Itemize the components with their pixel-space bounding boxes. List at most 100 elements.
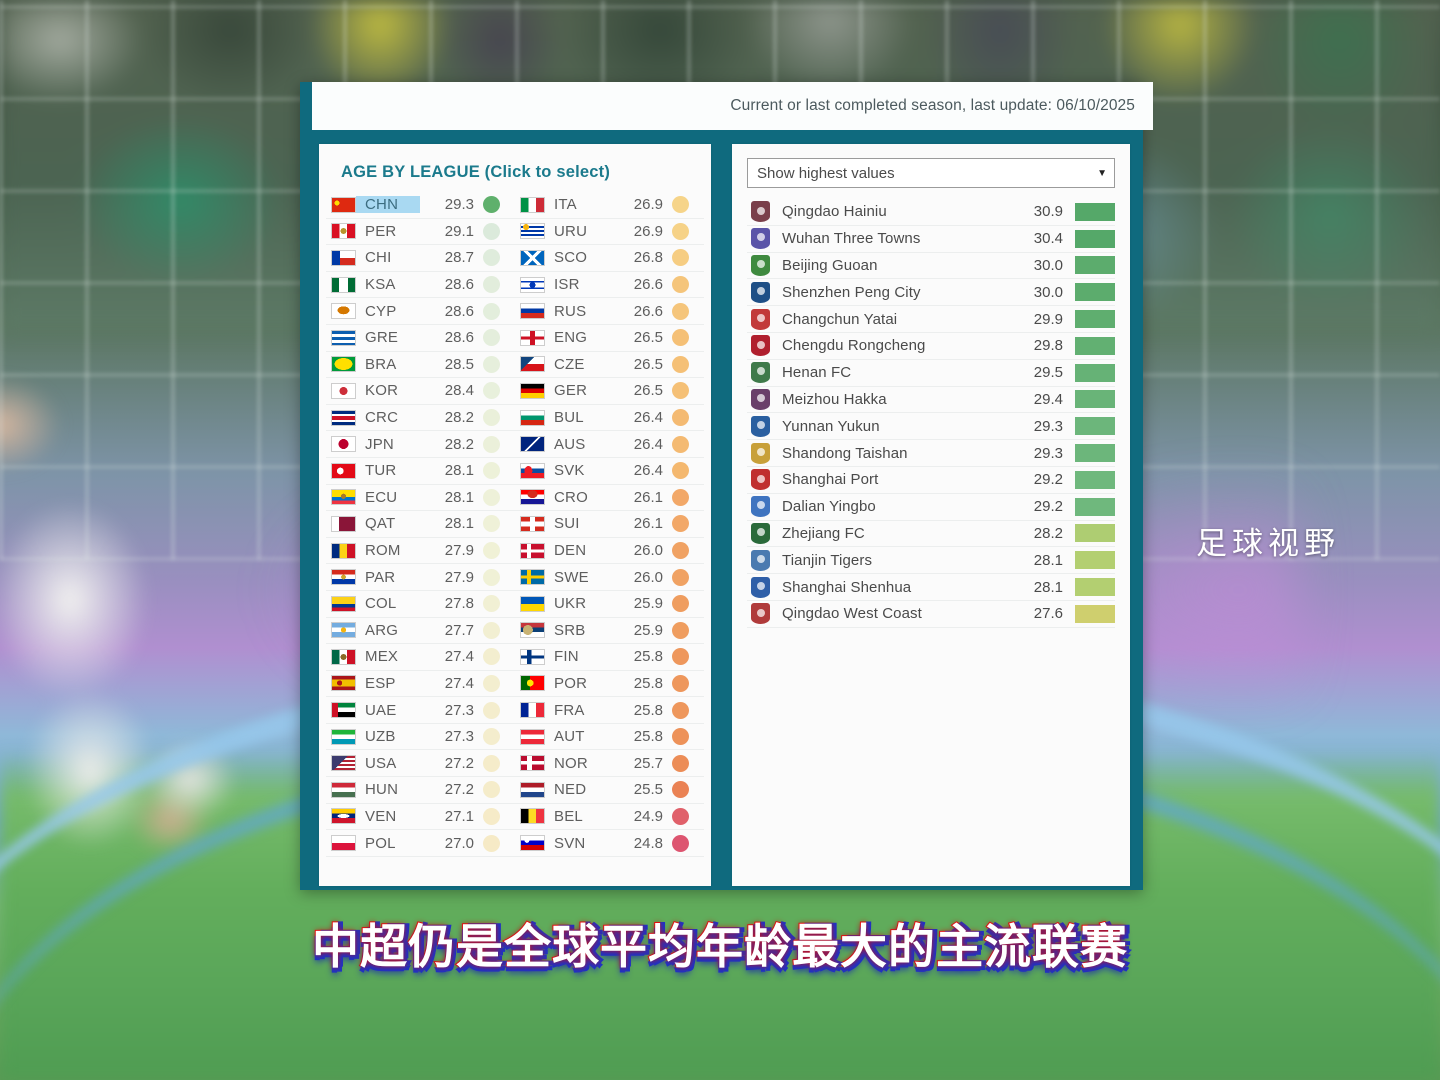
league-row[interactable]: NED 25.5 <box>515 777 704 804</box>
flag-icon <box>331 489 356 506</box>
age-indicator-dot <box>483 515 500 533</box>
club-crest-icon <box>751 335 770 357</box>
league-row[interactable]: GER 26.5 <box>515 378 704 405</box>
league-row[interactable]: BRA 28.5 <box>326 352 515 379</box>
club-row[interactable]: Tianjin Tigers 28.1 <box>747 547 1115 575</box>
league-code: NOR <box>554 754 588 772</box>
league-row[interactable]: KOR 28.4 <box>326 378 515 405</box>
club-row[interactable]: Zhejiang FC 28.2 <box>747 521 1115 548</box>
league-row[interactable]: BUL 26.4 <box>515 405 704 432</box>
age-indicator-dot <box>483 834 500 852</box>
age-indicator-dot <box>483 648 500 666</box>
league-row[interactable]: CRO 26.1 <box>515 485 704 512</box>
league-row[interactable]: KSA 28.6 <box>326 272 515 299</box>
league-row[interactable]: CZE 26.5 <box>515 352 704 379</box>
league-code: RUS <box>554 302 587 320</box>
league-code: BRA <box>365 355 397 373</box>
league-row[interactable]: SRB 25.9 <box>515 618 704 645</box>
league-row[interactable]: JPN 28.2 <box>326 431 515 458</box>
club-row[interactable]: Qingdao West Coast 27.6 <box>747 601 1115 628</box>
league-row[interactable]: USA 27.2 <box>326 750 515 778</box>
league-row[interactable]: FIN 25.8 <box>515 644 704 671</box>
flag-icon <box>331 808 356 825</box>
league-row[interactable]: ITA 26.9 <box>515 192 704 219</box>
league-row[interactable]: COL 27.8 <box>326 591 515 618</box>
league-row[interactable]: ISR 26.6 <box>515 272 704 299</box>
flag-icon <box>520 702 545 719</box>
club-row[interactable]: Shenzhen Peng City 30.0 <box>747 279 1115 307</box>
league-row[interactable]: CYP 28.6 <box>326 298 515 325</box>
league-row[interactable]: RUS 26.6 <box>515 298 704 325</box>
flag-icon <box>331 356 356 373</box>
flag-icon <box>520 595 545 612</box>
league-row[interactable]: CRC 28.2 <box>326 405 515 432</box>
league-age-value: 26.9 <box>633 222 663 240</box>
flag-icon <box>520 569 545 586</box>
club-name: Shanghai Port <box>782 471 879 489</box>
club-age-value: 30.9 <box>1033 203 1063 221</box>
league-row[interactable]: ESP 27.4 <box>326 671 515 698</box>
league-row[interactable]: SUI 26.1 <box>515 511 704 538</box>
club-age-value: 29.2 <box>1033 498 1063 516</box>
league-row[interactable]: PAR 27.9 <box>326 564 515 591</box>
club-age-value: 28.1 <box>1033 578 1063 596</box>
league-row[interactable]: POL 27.0 <box>326 830 515 857</box>
club-row[interactable]: Shanghai Port 29.2 <box>747 467 1115 494</box>
league-row[interactable]: CHN 29.3 <box>326 192 515 219</box>
club-row[interactable]: Dalian Yingbo 29.2 <box>747 494 1115 521</box>
sort-order-select[interactable]: Show highest values ▼ <box>747 158 1115 188</box>
club-row[interactable]: Wuhan Three Towns 30.4 <box>747 226 1115 253</box>
club-row[interactable]: Chengdu Rongcheng 29.8 <box>747 333 1115 360</box>
league-row[interactable]: DEN 26.0 <box>515 538 704 565</box>
league-row[interactable]: VEN 27.1 <box>326 804 515 831</box>
club-age-value: 28.1 <box>1033 551 1063 569</box>
club-age-bar <box>1075 551 1115 570</box>
league-age-value: 27.4 <box>444 648 474 666</box>
flag-icon <box>331 249 356 266</box>
league-age-value: 24.9 <box>633 807 663 825</box>
club-age-value: 30.4 <box>1033 230 1063 248</box>
league-row[interactable]: POR 25.8 <box>515 671 704 698</box>
league-row[interactable]: ROM 27.9 <box>326 538 515 565</box>
club-row[interactable]: Qingdao Hainiu 30.9 <box>747 199 1115 226</box>
league-row[interactable]: AUS 26.4 <box>515 431 704 458</box>
league-row[interactable]: ARG 27.7 <box>326 618 515 645</box>
league-age-value: 28.1 <box>444 462 474 480</box>
club-crest-icon <box>751 469 770 491</box>
league-row[interactable]: SVK 26.4 <box>515 458 704 485</box>
club-row[interactable]: Henan FC 29.5 <box>747 360 1115 387</box>
club-row[interactable]: Beijing Guoan 30.0 <box>747 253 1115 280</box>
league-row[interactable]: SWE 26.0 <box>515 564 704 591</box>
league-row[interactable]: GRE 28.6 <box>326 325 515 352</box>
league-row[interactable]: AUT 25.8 <box>515 724 704 751</box>
club-row[interactable]: Yunnan Yukun 29.3 <box>747 413 1115 441</box>
league-age-value: 25.8 <box>633 728 663 746</box>
league-row[interactable]: UZB 27.3 <box>326 724 515 751</box>
league-row[interactable]: UKR 25.9 <box>515 591 704 618</box>
league-row[interactable]: HUN 27.2 <box>326 777 515 804</box>
league-row[interactable]: FRA 25.8 <box>515 697 704 724</box>
league-age-value: 28.2 <box>444 409 474 427</box>
league-code: SVK <box>554 462 585 480</box>
league-age-value: 26.5 <box>633 355 663 373</box>
flag-icon <box>331 382 356 399</box>
league-row[interactable]: NOR 25.7 <box>515 750 704 778</box>
club-row[interactable]: Shandong Taishan 29.3 <box>747 440 1115 467</box>
club-row[interactable]: Meizhou Hakka 29.4 <box>747 387 1115 414</box>
club-row[interactable]: Shanghai Shenhua 28.1 <box>747 574 1115 601</box>
league-age-value: 26.6 <box>633 276 663 294</box>
league-row[interactable]: ENG 26.5 <box>515 325 704 352</box>
club-row[interactable]: Changchun Yatai 29.9 <box>747 306 1115 333</box>
league-row[interactable]: PER 29.1 <box>326 219 515 246</box>
league-row[interactable]: UAE 27.3 <box>326 697 515 724</box>
club-age-bar <box>1075 283 1115 302</box>
league-row[interactable]: SVN 24.8 <box>515 830 704 857</box>
league-row[interactable]: ECU 28.1 <box>326 485 515 512</box>
league-row[interactable]: CHI 28.7 <box>326 245 515 272</box>
league-row[interactable]: QAT 28.1 <box>326 511 515 538</box>
league-row[interactable]: SCO 26.8 <box>515 245 704 272</box>
league-row[interactable]: TUR 28.1 <box>326 458 515 485</box>
league-row[interactable]: BEL 24.9 <box>515 804 704 831</box>
league-row[interactable]: MEX 27.4 <box>326 644 515 671</box>
league-row[interactable]: URU 26.9 <box>515 219 704 246</box>
